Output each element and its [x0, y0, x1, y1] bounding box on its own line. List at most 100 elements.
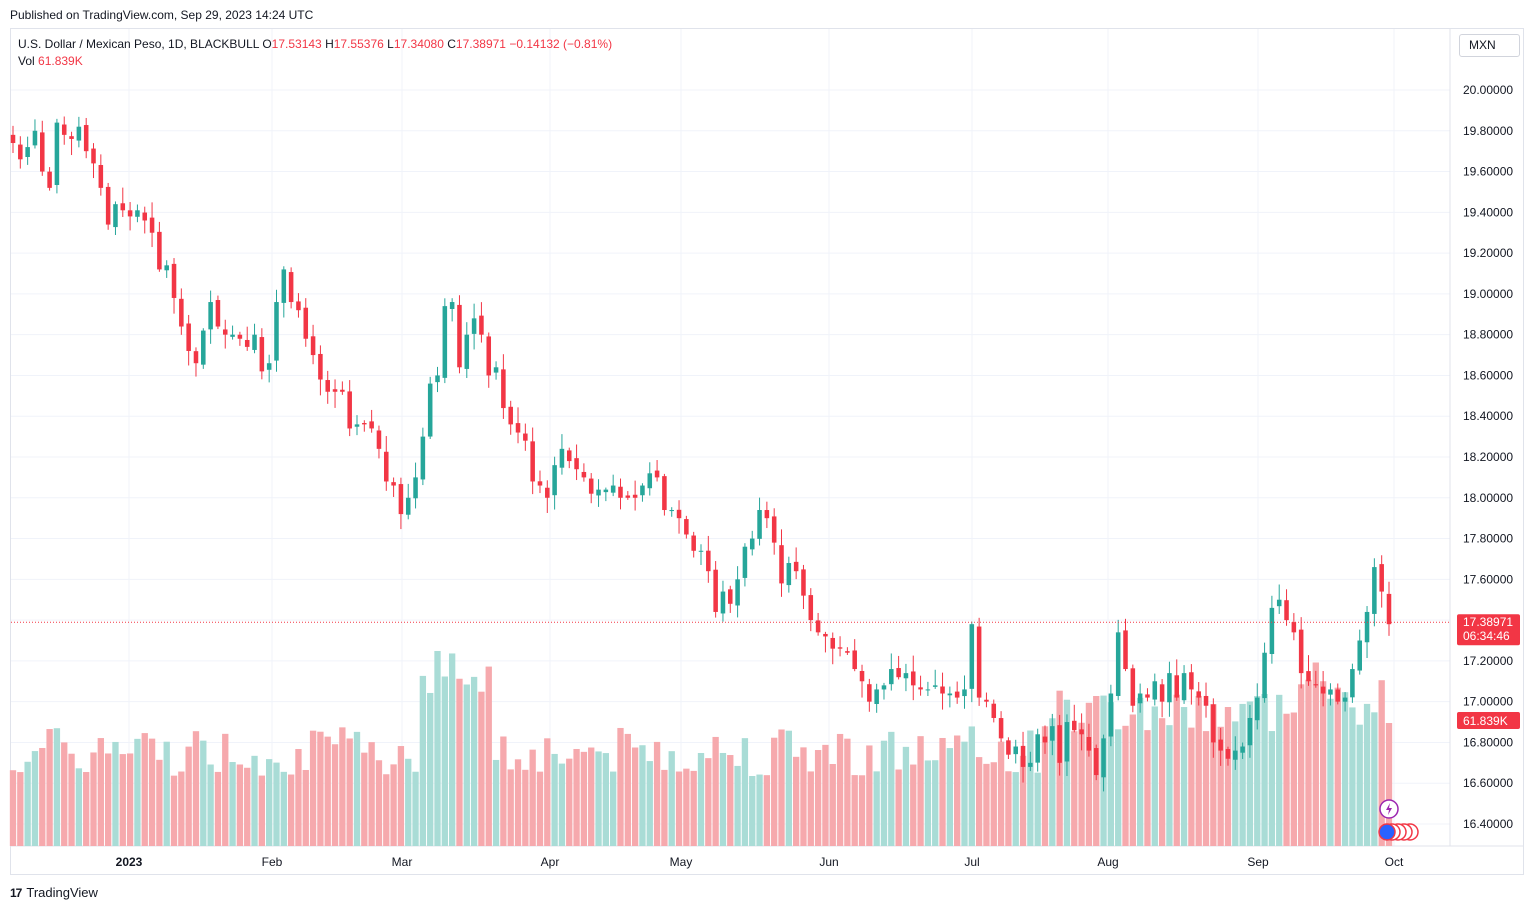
volume-bar: [1217, 726, 1224, 846]
volume-bar: [500, 736, 507, 846]
candle-body: [384, 451, 389, 482]
volume-bar: [1334, 687, 1341, 846]
candle-body: [1035, 734, 1040, 763]
time-axis: 2023 Feb Mar Apr May Jun Jul Aug Sep Oct: [116, 855, 1404, 869]
volume-bar: [507, 769, 514, 846]
volume-bar: [1312, 662, 1319, 846]
volume-bar: [705, 758, 712, 846]
candle-body: [808, 595, 814, 621]
candle-body: [442, 306, 448, 378]
x-tick-label: Aug: [1097, 855, 1118, 869]
candle-body: [1086, 736, 1092, 751]
candle-body: [18, 144, 23, 160]
volume-bar: [792, 756, 800, 846]
volume-label[interactable]: Vol: [18, 54, 35, 68]
candle-body: [1115, 632, 1121, 696]
candle-body: [201, 330, 206, 365]
candle-body: [449, 302, 455, 309]
candle-body: [574, 458, 579, 470]
candle-body: [508, 406, 513, 425]
volume-bar: [1034, 772, 1041, 846]
candle-body: [340, 389, 345, 392]
candle-body: [493, 367, 499, 373]
candle-body: [1013, 746, 1018, 755]
candle-body: [1284, 600, 1289, 621]
volume-bar: [888, 731, 895, 846]
candle-body: [925, 689, 931, 691]
volume-bar: [361, 752, 368, 846]
candle-body: [435, 375, 440, 383]
volume-bar: [697, 752, 705, 846]
volume-bar: [1246, 701, 1254, 846]
candle-body: [728, 589, 733, 604]
candle-body: [222, 329, 228, 335]
candle-body: [523, 433, 528, 441]
candle-body: [91, 148, 96, 164]
volume-bar: [917, 736, 924, 846]
volume-bar: [514, 759, 522, 846]
volume-bar: [866, 745, 873, 846]
candle-body: [288, 272, 294, 303]
volume-bar: [1202, 731, 1210, 846]
candle-body: [32, 130, 38, 146]
volume-value: 61.839K: [38, 54, 83, 68]
volume-bar: [1261, 694, 1268, 846]
x-tick-label: Oct: [1385, 855, 1404, 869]
volume-bar: [851, 775, 858, 846]
volume-bar: [624, 733, 631, 846]
brand-name[interactable]: TradingView: [26, 885, 98, 900]
candle-body: [405, 497, 411, 515]
candle-body: [969, 624, 975, 689]
candle-body: [910, 671, 916, 686]
volume-bar: [383, 774, 390, 846]
candle-body: [1167, 673, 1172, 703]
volume-bar: [192, 731, 200, 846]
volume-bar: [1385, 723, 1393, 846]
volume-bar: [1115, 729, 1122, 846]
volume-bar: [1122, 725, 1129, 846]
candle-body: [208, 302, 213, 330]
volume-bar: [156, 759, 163, 846]
volume-bar: [1136, 697, 1144, 846]
volume-bar: [902, 746, 910, 846]
volume-row: Vol 61.839K: [18, 53, 612, 70]
candle-body: [530, 441, 535, 482]
candle-body: [142, 212, 148, 221]
volume-bar: [558, 763, 566, 846]
candle-body: [1262, 652, 1267, 699]
currency-button[interactable]: MXN: [1459, 34, 1520, 57]
candle-body: [559, 448, 565, 468]
candle-body: [113, 204, 118, 228]
volume-bar: [222, 733, 229, 846]
candle-body: [874, 689, 879, 704]
candle-body: [757, 510, 762, 539]
price-tag: [1457, 614, 1520, 646]
candle-body: [676, 509, 682, 519]
indicator-icons: [1378, 799, 1419, 841]
volume-bar: [844, 738, 851, 846]
candle-body: [998, 718, 1004, 739]
volume-bar: [1158, 718, 1166, 846]
volume-bar: [46, 729, 53, 846]
volume-bar: [544, 738, 551, 846]
volume-bar: [631, 747, 639, 846]
symbol-label[interactable]: U.S. Dollar / Mexican Peso, 1D, BLACKBUL…: [18, 37, 259, 51]
tradingview-logo-icon[interactable]: 17: [10, 885, 22, 900]
candle-body: [1203, 695, 1209, 706]
volume-bar: [727, 755, 734, 846]
volume-bar: [1356, 724, 1363, 846]
candle-body: [1233, 750, 1238, 760]
volume-bar: [588, 747, 595, 846]
candle-body: [149, 217, 155, 233]
candle-body: [1291, 622, 1297, 633]
low-label: L: [387, 37, 394, 51]
volume-bar: [485, 666, 492, 846]
candle-body: [640, 485, 645, 496]
volume-bar: [339, 727, 346, 846]
candle-body: [1189, 672, 1194, 690]
y-tick-label: 18.00000: [1463, 491, 1513, 505]
candle-body: [896, 668, 901, 678]
volume-bar: [1180, 707, 1188, 846]
candle-body: [501, 369, 506, 409]
